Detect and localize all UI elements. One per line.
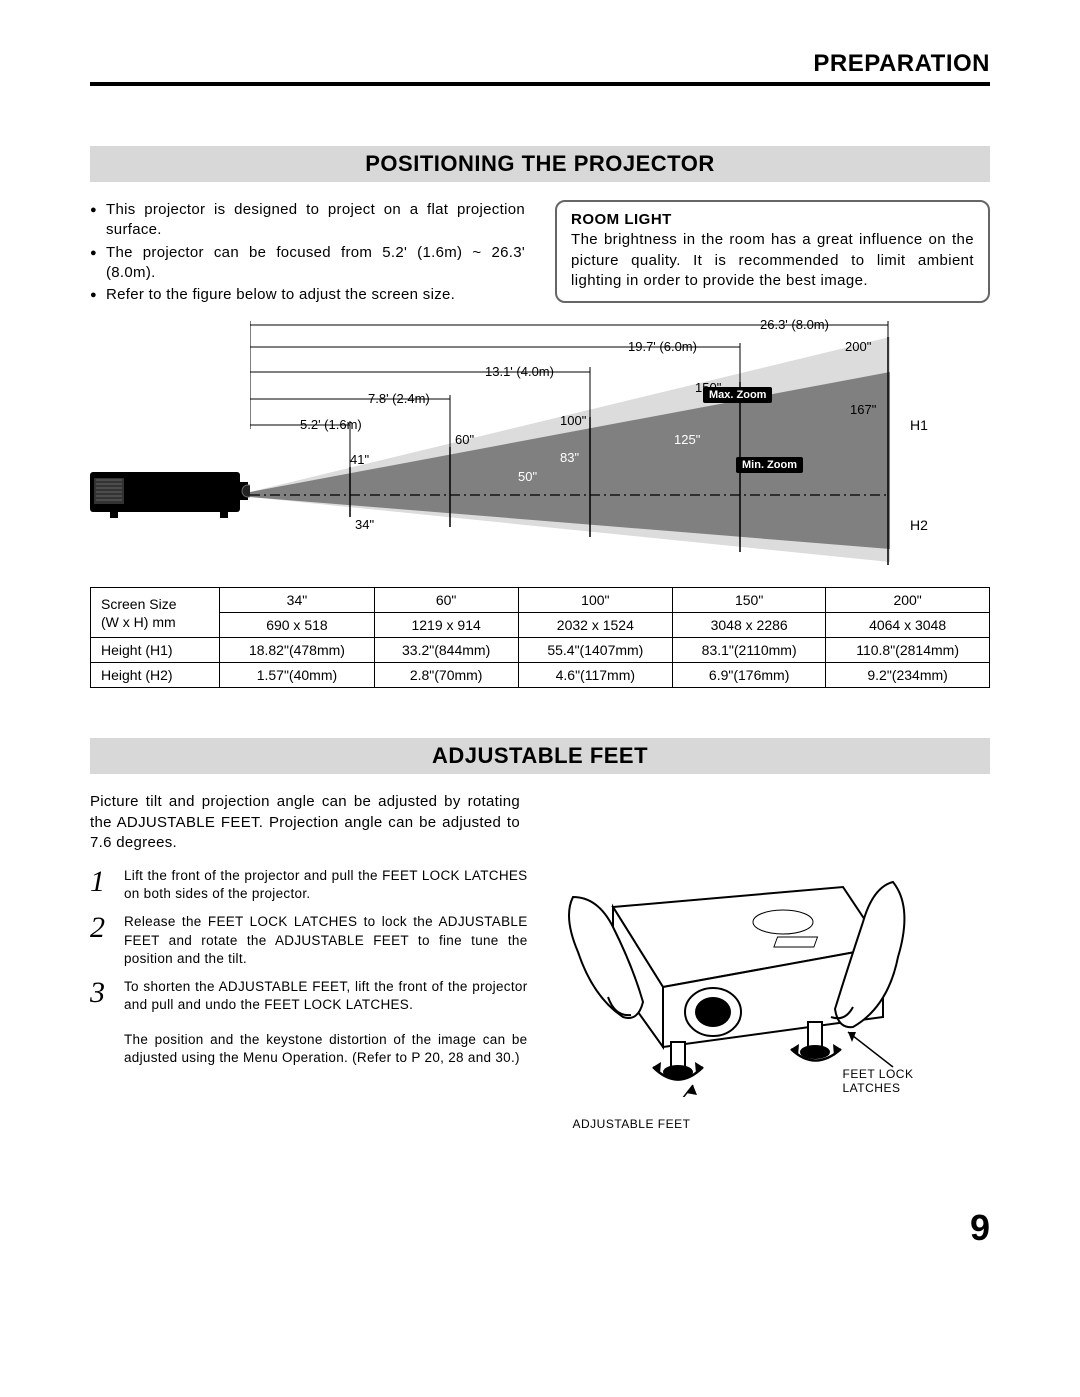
- col-4: 150": [673, 588, 826, 613]
- h1-5: 110.8"(2814mm): [826, 638, 990, 663]
- adjustable-feet-label: ADJUSTABLE FEET: [573, 1117, 691, 1131]
- wxh-1: 690 x 518: [220, 613, 375, 638]
- bullet-3: Refer to the figure below to adjust the …: [90, 285, 525, 305]
- min-4: 125": [674, 432, 700, 447]
- max-1: 41": [350, 452, 369, 467]
- col-5: 200": [826, 588, 990, 613]
- row-h1: Height (H1): [91, 638, 220, 663]
- h1-4: 83.1"(2110mm): [673, 638, 826, 663]
- dist-2: 7.8' (2.4m): [368, 391, 430, 406]
- min-5: 167": [850, 402, 876, 417]
- projector-icon: [90, 464, 250, 519]
- h2-3: 4.6"(117mm): [518, 663, 673, 688]
- steps-column: 1 Lift the front of the projector and pu…: [90, 867, 528, 1147]
- section-title-positioning: POSITIONING THE PROJECTOR: [90, 146, 990, 182]
- min-1: 34": [355, 517, 374, 532]
- h2-4: 6.9"(176mm): [673, 663, 826, 688]
- max-5: 200": [845, 339, 871, 354]
- step-3: To shorten the ADJUSTABLE FEET, lift the…: [124, 978, 528, 1014]
- dist-1: 5.2' (1.6m): [300, 417, 362, 432]
- row-h2: Height (H2): [91, 663, 220, 688]
- adjust-intro: Picture tilt and projection angle can be…: [90, 792, 520, 853]
- h1-3: 55.4"(1407mm): [518, 638, 673, 663]
- section-title-adjustable-feet: ADJUSTABLE FEET: [90, 738, 990, 774]
- wxh-3: 2032 x 1524: [518, 613, 673, 638]
- h2-label: H2: [910, 517, 928, 533]
- dist-4: 19.7' (6.0m): [628, 339, 697, 354]
- wxh-4: 3048 x 2286: [673, 613, 826, 638]
- beam-svg: [250, 317, 890, 577]
- col-1: 34": [220, 588, 375, 613]
- positioning-bullets: This projector is designed to project on…: [90, 200, 525, 305]
- col-2: 60": [374, 588, 518, 613]
- step-note: The position and the keystone distortion…: [124, 1031, 528, 1067]
- bullet-2: The projector can be focused from 5.2' (…: [90, 243, 525, 284]
- h2-2: 2.8"(70mm): [374, 663, 518, 688]
- h1-label: H1: [910, 417, 928, 433]
- projection-diagram: 5.2' (1.6m) 7.8' (2.4m) 13.1' (4.0m) 19.…: [90, 317, 990, 577]
- page-header: PREPARATION: [90, 50, 990, 86]
- max-zoom-tag: Max. Zoom: [703, 387, 772, 403]
- illustration-column: FEET LOCK LATCHES ADJUSTABLE FEET: [553, 867, 991, 1147]
- h1-2: 33.2"(844mm): [374, 638, 518, 663]
- col-3: 100": [518, 588, 673, 613]
- positioning-columns: This projector is designed to project on…: [90, 200, 990, 307]
- step-num-3: 3: [90, 978, 112, 1014]
- h2-5: 9.2"(234mm): [826, 663, 990, 688]
- page-number: 9: [90, 1207, 990, 1249]
- h2-1: 1.57"(40mm): [220, 663, 375, 688]
- min-2: 50": [518, 469, 537, 484]
- step-2: Release the FEET LOCK LATCHES to lock th…: [124, 913, 528, 968]
- dist-3: 13.1' (4.0m): [485, 364, 554, 379]
- projector-hands-illus: [553, 867, 913, 1097]
- max-2: 60": [455, 432, 474, 447]
- bullet-1: This projector is designed to project on…: [90, 200, 525, 241]
- min-3: 83": [560, 450, 579, 465]
- feet-lock-label: FEET LOCK LATCHES: [843, 1067, 933, 1096]
- wxh-5: 4064 x 3048: [826, 613, 990, 638]
- wxh-2: 1219 x 914: [374, 613, 518, 638]
- adjustable-feet-row: 1 Lift the front of the projector and pu…: [90, 867, 990, 1147]
- th-wxh: (W x H) mm: [101, 614, 176, 630]
- room-light-title: ROOM LIGHT: [571, 210, 974, 230]
- min-zoom-tag: Min. Zoom: [736, 457, 803, 473]
- h1-1: 18.82"(478mm): [220, 638, 375, 663]
- max-3: 100": [560, 413, 586, 428]
- step-num-1: 1: [90, 867, 112, 903]
- room-light-body: The brightness in the room has a great i…: [571, 231, 974, 289]
- step-num-2: 2: [90, 913, 112, 968]
- room-light-callout: ROOM LIGHT The brightness in the room ha…: [555, 200, 990, 303]
- dist-5: 26.3' (8.0m): [760, 317, 829, 332]
- screen-size-table: Screen Size (W x H) mm 34" 60" 100" 150"…: [90, 587, 990, 688]
- step-1: Lift the front of the projector and pull…: [124, 867, 528, 903]
- th-screen-size: Screen Size: [101, 596, 176, 612]
